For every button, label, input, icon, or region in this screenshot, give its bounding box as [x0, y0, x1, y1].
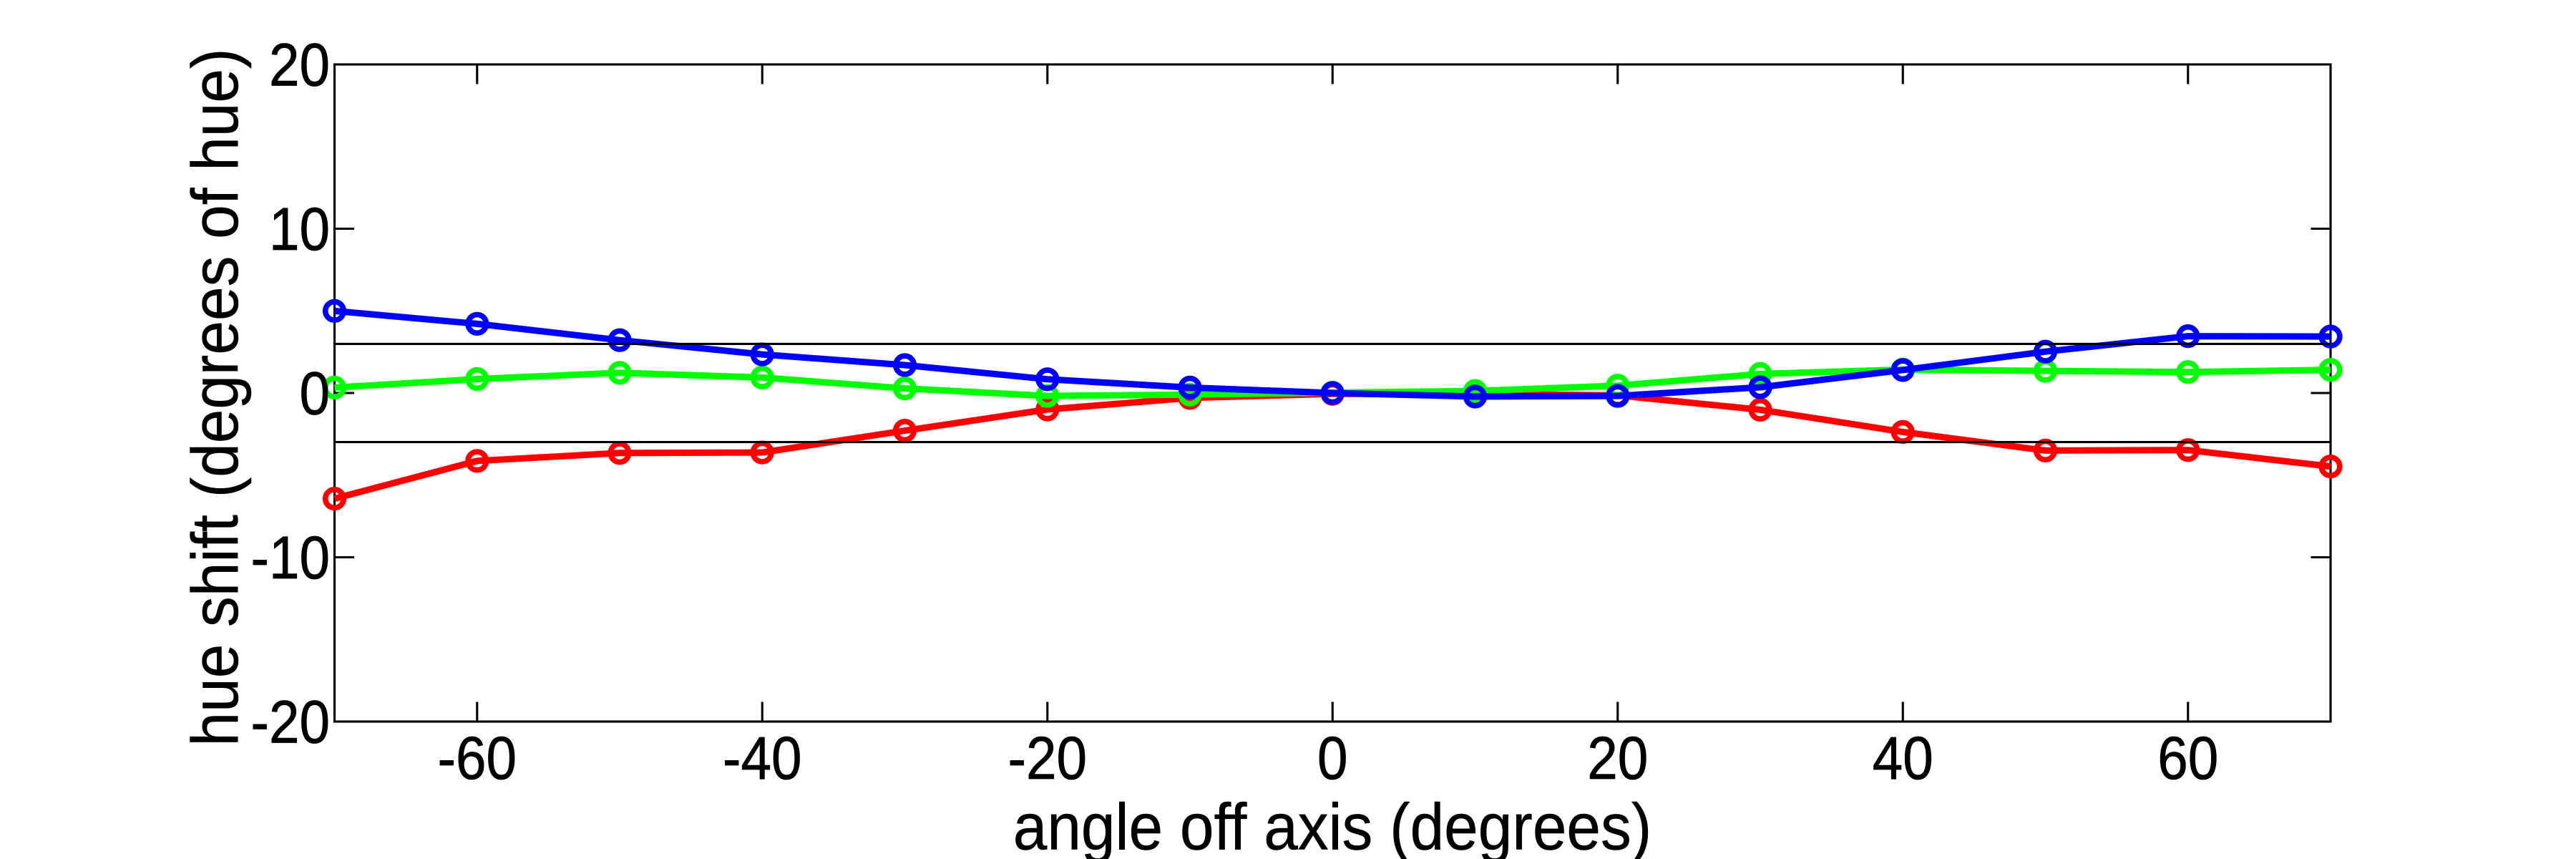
- svg-text:20: 20: [1587, 724, 1648, 792]
- svg-text:0: 0: [1317, 724, 1348, 792]
- svg-text:60: 60: [2157, 724, 2218, 792]
- svg-text:10: 10: [269, 196, 330, 263]
- svg-text:-60: -60: [438, 724, 517, 792]
- svg-text:0: 0: [299, 360, 330, 427]
- svg-text:40: 40: [1873, 724, 1933, 792]
- svg-text:-20: -20: [1008, 724, 1087, 792]
- svg-text:hue shift (degrees of hue): hue shift (degrees of hue): [178, 49, 252, 747]
- svg-text:angle off axis (degrees): angle off axis (degrees): [1013, 790, 1652, 859]
- svg-text:-20: -20: [251, 689, 330, 756]
- svg-text:-10: -10: [251, 525, 330, 592]
- svg-text:20: 20: [269, 31, 330, 99]
- svg-text:-40: -40: [723, 724, 801, 792]
